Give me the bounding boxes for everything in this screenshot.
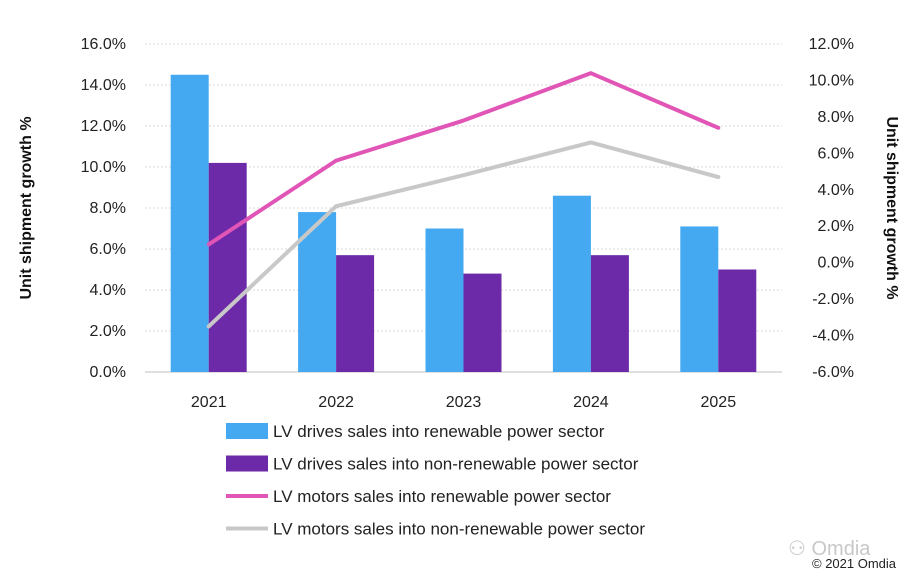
bar-2023-2 xyxy=(463,273,502,372)
bar-2021-1 xyxy=(170,74,209,372)
bar-2022-2 xyxy=(336,255,375,372)
y2-tick-label: -6.0% xyxy=(812,364,854,381)
bar-2021-2 xyxy=(208,162,247,372)
y2-tick-label: 12.0% xyxy=(809,36,854,53)
y2-tick-label: -4.0% xyxy=(812,328,854,345)
legend-swatch xyxy=(226,455,268,472)
legend-swatch xyxy=(226,423,268,439)
y-tick-label: 16.0% xyxy=(81,36,126,53)
y-tick-label: 6.0% xyxy=(90,241,126,258)
y2-tick-label: 0.0% xyxy=(818,255,854,272)
y-tick-label: 4.0% xyxy=(90,282,126,299)
y2-tick-label: -2.0% xyxy=(812,291,854,308)
series-lines xyxy=(206,71,721,329)
left-axis-ticks: 0.0% 2.0% 4.0% 6.0% 8.0% 10.0% 12.0% 14.0% 16.0% xyxy=(81,36,126,381)
x-tick-label: 2023 xyxy=(446,394,482,411)
y2-tick-label: 4.0% xyxy=(818,182,854,199)
legend: LV drives sales into renewable power sec… xyxy=(226,422,645,539)
x-tick-label: 2022 xyxy=(318,394,354,411)
legend-label: LV drives sales into non-renewable power… xyxy=(273,455,639,474)
wechat-icon: ⚇ xyxy=(788,538,806,560)
y-axis-title: Unit shipment growth % xyxy=(18,116,35,299)
y-tick-label: 10.0% xyxy=(81,159,126,176)
y-tick-label: 12.0% xyxy=(81,118,126,135)
line-series-2 xyxy=(206,140,721,329)
y2-axis-title: Unit shipment growth % xyxy=(883,116,900,299)
x-tick-label: 2024 xyxy=(573,394,609,411)
legend-label: LV motors sales into renewable power sec… xyxy=(273,487,611,506)
bar-2024-2 xyxy=(590,255,629,372)
y-tick-label: 14.0% xyxy=(81,77,126,94)
right-axis-ticks: -6.0% -4.0% -2.0% 0.0% 2.0% 4.0% 6.0% 8.0% 10.0%… xyxy=(809,36,854,381)
y2-tick-label: 8.0% xyxy=(818,109,854,126)
y-tick-label: 2.0% xyxy=(90,323,126,340)
x-tick-label: 2025 xyxy=(701,394,737,411)
legend-label: LV motors sales into non-renewable power… xyxy=(273,520,645,539)
y2-tick-label: 10.0% xyxy=(809,72,854,89)
line-series-1 xyxy=(206,71,721,247)
y2-tick-label: 2.0% xyxy=(818,218,854,235)
bars xyxy=(170,74,757,372)
bar-2025-1 xyxy=(680,226,719,372)
legend-label: LV drives sales into renewable power sec… xyxy=(273,422,605,441)
bar-2023-1 xyxy=(425,228,464,372)
x-axis-ticks: 2021 2022 2023 2024 2025 xyxy=(191,394,736,411)
y-tick-label: 8.0% xyxy=(90,200,126,217)
watermark: ⚇ Omdia xyxy=(788,536,870,561)
y2-tick-label: 6.0% xyxy=(818,145,854,162)
copyright-text: © 2021 Omdia xyxy=(812,556,897,571)
watermark-text: Omdia xyxy=(811,538,871,560)
y-tick-label: 0.0% xyxy=(90,364,126,381)
x-tick-label: 2021 xyxy=(191,394,227,411)
bar-2024-1 xyxy=(552,195,591,372)
bar-2025-2 xyxy=(718,269,757,372)
